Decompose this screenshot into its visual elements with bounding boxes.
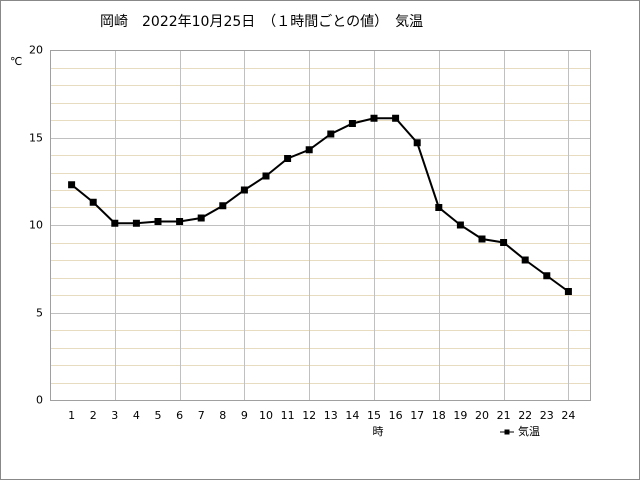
x-tick-label: 19: [453, 409, 467, 422]
x-tick-label: 16: [389, 409, 403, 422]
x-tick-label: 1: [68, 409, 75, 422]
x-tick-label: 7: [198, 409, 205, 422]
data-point: [111, 219, 119, 227]
data-point: [132, 219, 140, 227]
x-tick-label: 23: [540, 409, 554, 422]
legend-marker: [504, 429, 510, 435]
x-tick-label: 24: [561, 409, 575, 422]
y-tick-label: 10: [29, 219, 43, 232]
data-line: [70, 117, 569, 293]
data-point: [392, 114, 400, 122]
x-tick-label: 6: [176, 409, 183, 422]
data-point: [68, 181, 76, 189]
data-point: [262, 172, 270, 180]
x-tick-label: 3: [111, 409, 118, 422]
data-point: [564, 288, 572, 295]
chart-title: 岡崎 2022年10月25日 （１時間ごとの値） 気温: [100, 14, 423, 30]
data-point: [500, 239, 508, 246]
x-tick-label: 14: [345, 409, 359, 422]
x-tick-label: 10: [259, 409, 273, 422]
x-tick-label: 22: [518, 409, 532, 422]
data-point: [413, 139, 421, 147]
y-tick-label: 20: [29, 44, 43, 57]
plot-frame: [50, 50, 591, 401]
data-point: [370, 114, 378, 122]
x-tick-label: 11: [281, 409, 295, 422]
data-point: [435, 204, 443, 211]
x-tick-label: 15: [367, 409, 381, 422]
data-point: [327, 130, 335, 138]
y-tick-label: 5: [36, 307, 43, 320]
data-point: [219, 202, 227, 210]
x-tick-label: 5: [155, 409, 162, 422]
x-tick-label: 13: [324, 409, 338, 422]
x-tick-label: 8: [219, 409, 226, 422]
data-point: [348, 120, 356, 127]
data-point: [284, 155, 292, 162]
data-point: [478, 235, 486, 243]
x-tick-label: 21: [497, 409, 511, 422]
x-tick-label: 12: [302, 409, 316, 422]
data-point: [305, 146, 313, 154]
x-tick-label: 20: [475, 409, 489, 422]
legend-label: 気温: [518, 424, 540, 438]
data-point: [543, 272, 551, 280]
data-point: [197, 214, 205, 222]
y-tick-label: 15: [29, 132, 43, 145]
data-point: [154, 218, 162, 225]
x-tick-label: 2: [90, 409, 97, 422]
x-tick-label: 17: [410, 409, 424, 422]
data-point: [89, 198, 97, 206]
x-tick-label: 18: [432, 409, 446, 422]
data-point: [456, 221, 464, 229]
data-point: [521, 256, 529, 264]
x-axis-label: 時: [373, 425, 384, 438]
data-point: [240, 186, 248, 194]
x-tick-label: 4: [133, 409, 140, 422]
data-point: [176, 218, 184, 225]
y-tick-label: 0: [36, 394, 43, 407]
x-tick-label: 9: [241, 409, 248, 422]
y-axis-label: ℃: [10, 55, 22, 68]
